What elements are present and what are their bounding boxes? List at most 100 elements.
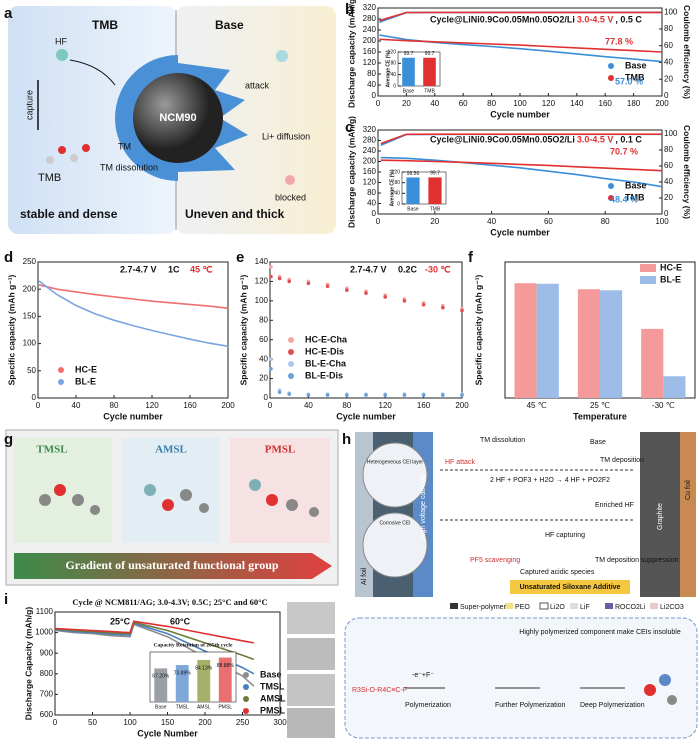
legend-swatch (608, 63, 614, 69)
point (383, 295, 388, 299)
y-tick-label: 800 (40, 669, 54, 678)
series-line (380, 133, 662, 145)
x-tick-label: 120 (542, 99, 556, 108)
point (325, 393, 330, 397)
text: High voltage cathode (420, 474, 427, 540)
x-axis-label: Cycle number (336, 412, 396, 422)
panel-letter: a (4, 5, 13, 22)
y-tick-label: 320 (363, 3, 377, 12)
y-tick-label: 700 (40, 690, 54, 699)
y-axis-label: Specific capacity (mAh g⁻¹) (6, 274, 16, 385)
y2-axis-label: Coulomb efficiency (%) (682, 5, 692, 99)
text: Base (590, 439, 606, 446)
x-tick-label: 0 (36, 401, 41, 410)
x-tick-label: 20 (430, 217, 439, 226)
y-tick-label: 150 (23, 312, 37, 321)
y-tick-label: 0 (372, 91, 377, 100)
panel-letter: b (345, 1, 354, 18)
x-tick-label: 200 (221, 401, 235, 410)
legend-swatch (288, 361, 294, 367)
value-label: 99.7 (404, 51, 414, 57)
y-tick-label: 160 (363, 47, 377, 56)
point (269, 357, 273, 361)
legend-swatch (243, 696, 249, 702)
point (345, 393, 349, 397)
legend-swatch (608, 195, 614, 201)
y2-tick-label: 60 (664, 161, 673, 170)
y-tick-label: 40 (390, 72, 396, 78)
text: TM dissolution (480, 437, 525, 444)
legend-text: HC-E-Dis (305, 346, 344, 356)
y-axis-label: Average CE (%) (385, 50, 391, 87)
x-tick-label: 120 (145, 401, 159, 410)
point (421, 302, 426, 307)
point (402, 299, 407, 303)
text: -e⁻+F⁻ (412, 672, 434, 679)
legend-swatch (640, 264, 656, 272)
bar (423, 57, 436, 86)
legend-text: AMSL (260, 693, 286, 703)
bar (175, 665, 189, 702)
x-tick-label: 100 (513, 99, 527, 108)
y-tick-label: 900 (40, 648, 54, 657)
box (122, 438, 220, 543)
y-tick-label: 40 (394, 191, 400, 197)
panel-a: TMB Base HF capture NCM90 attack Li+ dif… (8, 6, 336, 234)
bar (154, 668, 168, 702)
legend-text: Li2CO3 (660, 604, 684, 611)
y2-tick-label: 0 (664, 91, 669, 100)
text: 2 HF + POF3 + H2O → 4 HF + PO2F2 (490, 477, 610, 484)
bar (577, 289, 600, 398)
polymerization-box (344, 617, 698, 739)
panel-h: TM dissolution Base HF attack TM deposit… (344, 432, 698, 739)
y-axis-label: Discharge capacity (mAh/g) (346, 116, 356, 228)
x-tick-label: 160 (417, 401, 431, 410)
left-bg (8, 6, 176, 234)
zoom (362, 512, 428, 578)
y2-axis-label: Coulomb efficiency (%) (682, 125, 692, 219)
x-tick-label: 80 (342, 401, 351, 410)
value-label: 84.13% (195, 665, 213, 671)
y2-tick-label: 60 (664, 41, 673, 50)
hf-arrow (69, 59, 116, 86)
legend-swatch (288, 337, 294, 343)
gradient-arrow (14, 553, 332, 579)
x-axis-label: Cycle number (103, 412, 163, 422)
legend-text: PMSL (260, 705, 286, 715)
point (383, 393, 388, 397)
y-tick-label: 0 (32, 393, 37, 402)
text: Further Polymerization (495, 702, 566, 709)
y-tick-label: 20 (259, 374, 268, 383)
annotation: , 0.5 C (615, 14, 642, 24)
annotation: 2.7-4.7 V (350, 264, 387, 274)
legend-text: Li2O (550, 604, 565, 611)
annotation: 77.8 % (605, 36, 633, 46)
y-tick-label: 120 (255, 277, 269, 286)
y-tick-label: 40 (367, 80, 376, 89)
legend-swatch (288, 349, 294, 355)
y-tick-label: 280 (363, 14, 377, 23)
legend-text: ROCO2Li (615, 604, 646, 611)
series-line (38, 284, 229, 309)
text: capture (24, 90, 34, 120)
value-label: 99.7 (425, 51, 435, 57)
panel-g: TMSL AMSL PMSL Gradient of unsaturated f… (5, 429, 339, 586)
y2-tick-label: 100 (664, 7, 678, 16)
x-tick-label: 60 (459, 99, 468, 108)
y-tick-label: 280 (363, 136, 377, 145)
legend-text: Base (260, 669, 282, 679)
bar (218, 657, 232, 702)
y2-tick-label: 80 (664, 24, 673, 33)
legend-text: TMSL (260, 681, 285, 691)
y-tick-label: 40 (259, 354, 268, 363)
point (460, 393, 464, 397)
x-tick-label: 45 ℃ (527, 401, 547, 410)
legend-text: Base (625, 180, 647, 190)
point (441, 305, 445, 310)
graphite (640, 432, 680, 597)
text: Cu foil (685, 480, 692, 500)
bar (406, 177, 420, 204)
legend-text: HC-E-Cha (305, 334, 348, 344)
x-tick-label: 100 (123, 718, 137, 727)
